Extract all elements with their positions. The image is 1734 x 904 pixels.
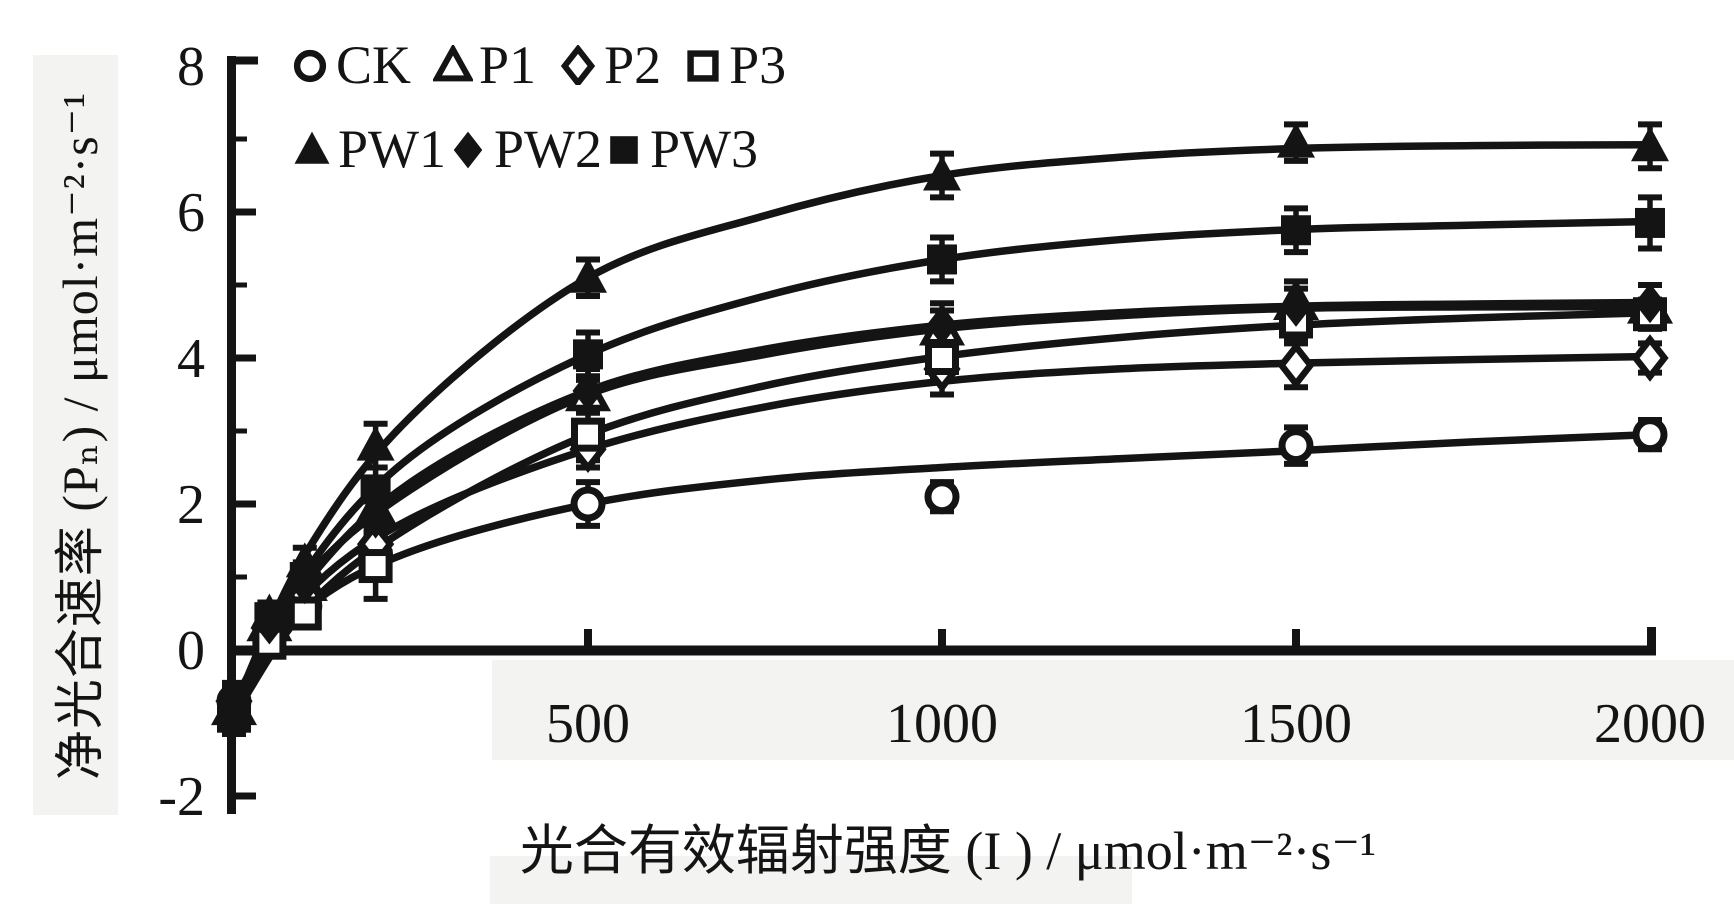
point-pw3-200 — [360, 474, 391, 505]
y-tick-label-0: 0 — [177, 620, 205, 682]
legend-row-1: CK P1 P2 P3 — [290, 34, 808, 96]
point-p2-1500 — [1277, 341, 1315, 390]
point-pw1-500 — [569, 257, 607, 293]
point-pw2-1000 — [926, 305, 958, 346]
axes — [227, 56, 1656, 814]
point-pw1-0 — [215, 688, 253, 724]
legend-item-p3: P3 — [683, 34, 786, 96]
scan-shade-2 — [490, 856, 1132, 904]
legend-item-pw1: PW1 — [292, 118, 446, 180]
point-pw3-1000 — [927, 244, 957, 275]
legend-label-p1: P1 — [479, 35, 537, 95]
point-p2-2000 — [1631, 334, 1669, 382]
y-tick-label-8: 8 — [177, 36, 205, 98]
point-ck-1000 — [924, 479, 960, 515]
point-pw1-1000 — [923, 155, 961, 191]
x-axis-title: 光合有效辐射强度 (I ) / μmol·m⁻²·s⁻¹ — [519, 821, 1377, 881]
legend-label-pw1: PW1 — [338, 119, 446, 179]
p1-open-triangle-icon — [433, 45, 474, 85]
pw2-filled-diamond-icon — [448, 129, 488, 169]
point-pw2-200 — [360, 498, 392, 539]
legend-row-2: PW1 PW2 PW3 — [292, 118, 760, 180]
x-tick-label-1500: 1500 — [1240, 693, 1352, 755]
x-tick-label-1000: 1000 — [886, 693, 998, 755]
p3-open-square-icon — [683, 45, 723, 85]
point-ck-2000 — [1632, 417, 1668, 453]
point-p3-500 — [571, 417, 605, 452]
point-ck-500 — [570, 486, 606, 522]
data-markers — [210, 122, 1674, 733]
pw1-filled-triangle-icon — [292, 129, 332, 169]
legend-item-pw2: PW2 — [448, 118, 602, 180]
ck-open-circle-icon — [290, 45, 330, 85]
y-tick-label-6: 6 — [177, 182, 205, 244]
point-pw2-2000 — [1634, 283, 1666, 324]
y-tick-label-2: 2 — [177, 474, 205, 536]
y-axis-title: 净光合速率 (Pₙ) / μmol·m⁻²·s⁻¹ — [52, 91, 108, 781]
x-tick-label-500: 500 — [546, 693, 630, 755]
x-tick-label-2000: 2000 — [1594, 693, 1706, 755]
point-pw1-200 — [356, 425, 395, 461]
point-pw1-2000 — [1631, 126, 1669, 162]
legend-item-p1: P1 — [433, 34, 536, 96]
pw3-filled-square-icon — [604, 129, 644, 169]
point-pw3-2000 — [1635, 207, 1665, 238]
legend-label-p2: P2 — [604, 35, 662, 95]
curve-pw1 — [230, 141, 1654, 713]
point-pw1-50 — [250, 593, 289, 629]
point-pw3-1500 — [1281, 215, 1311, 246]
point-pw2-500 — [572, 370, 604, 411]
point-pw1-1500 — [1277, 122, 1315, 158]
point-p3-200 — [358, 549, 393, 584]
point-pw2-1500 — [1280, 286, 1312, 327]
legend-item-p2: P2 — [558, 34, 661, 96]
y-tick-label-4: 4 — [177, 328, 205, 390]
legend-label-pw2: PW2 — [494, 119, 602, 179]
point-ck-1500 — [1278, 428, 1314, 464]
legend-item-ck: CK — [290, 34, 411, 96]
legend-label-p3: P3 — [729, 35, 787, 95]
scan-shade-1 — [492, 660, 1734, 760]
p2-open-diamond-icon — [558, 45, 598, 85]
legend-label-ck: CK — [336, 35, 412, 95]
legend-item-pw3: PW3 — [604, 118, 758, 180]
legend-label-pw3: PW3 — [650, 119, 758, 179]
point-p3-1000 — [925, 341, 959, 375]
point-pw1-100 — [285, 542, 324, 578]
y-tick-label--2: -2 — [158, 766, 205, 828]
scan-shade-0 — [33, 55, 118, 815]
point-pw3-500 — [573, 339, 603, 370]
